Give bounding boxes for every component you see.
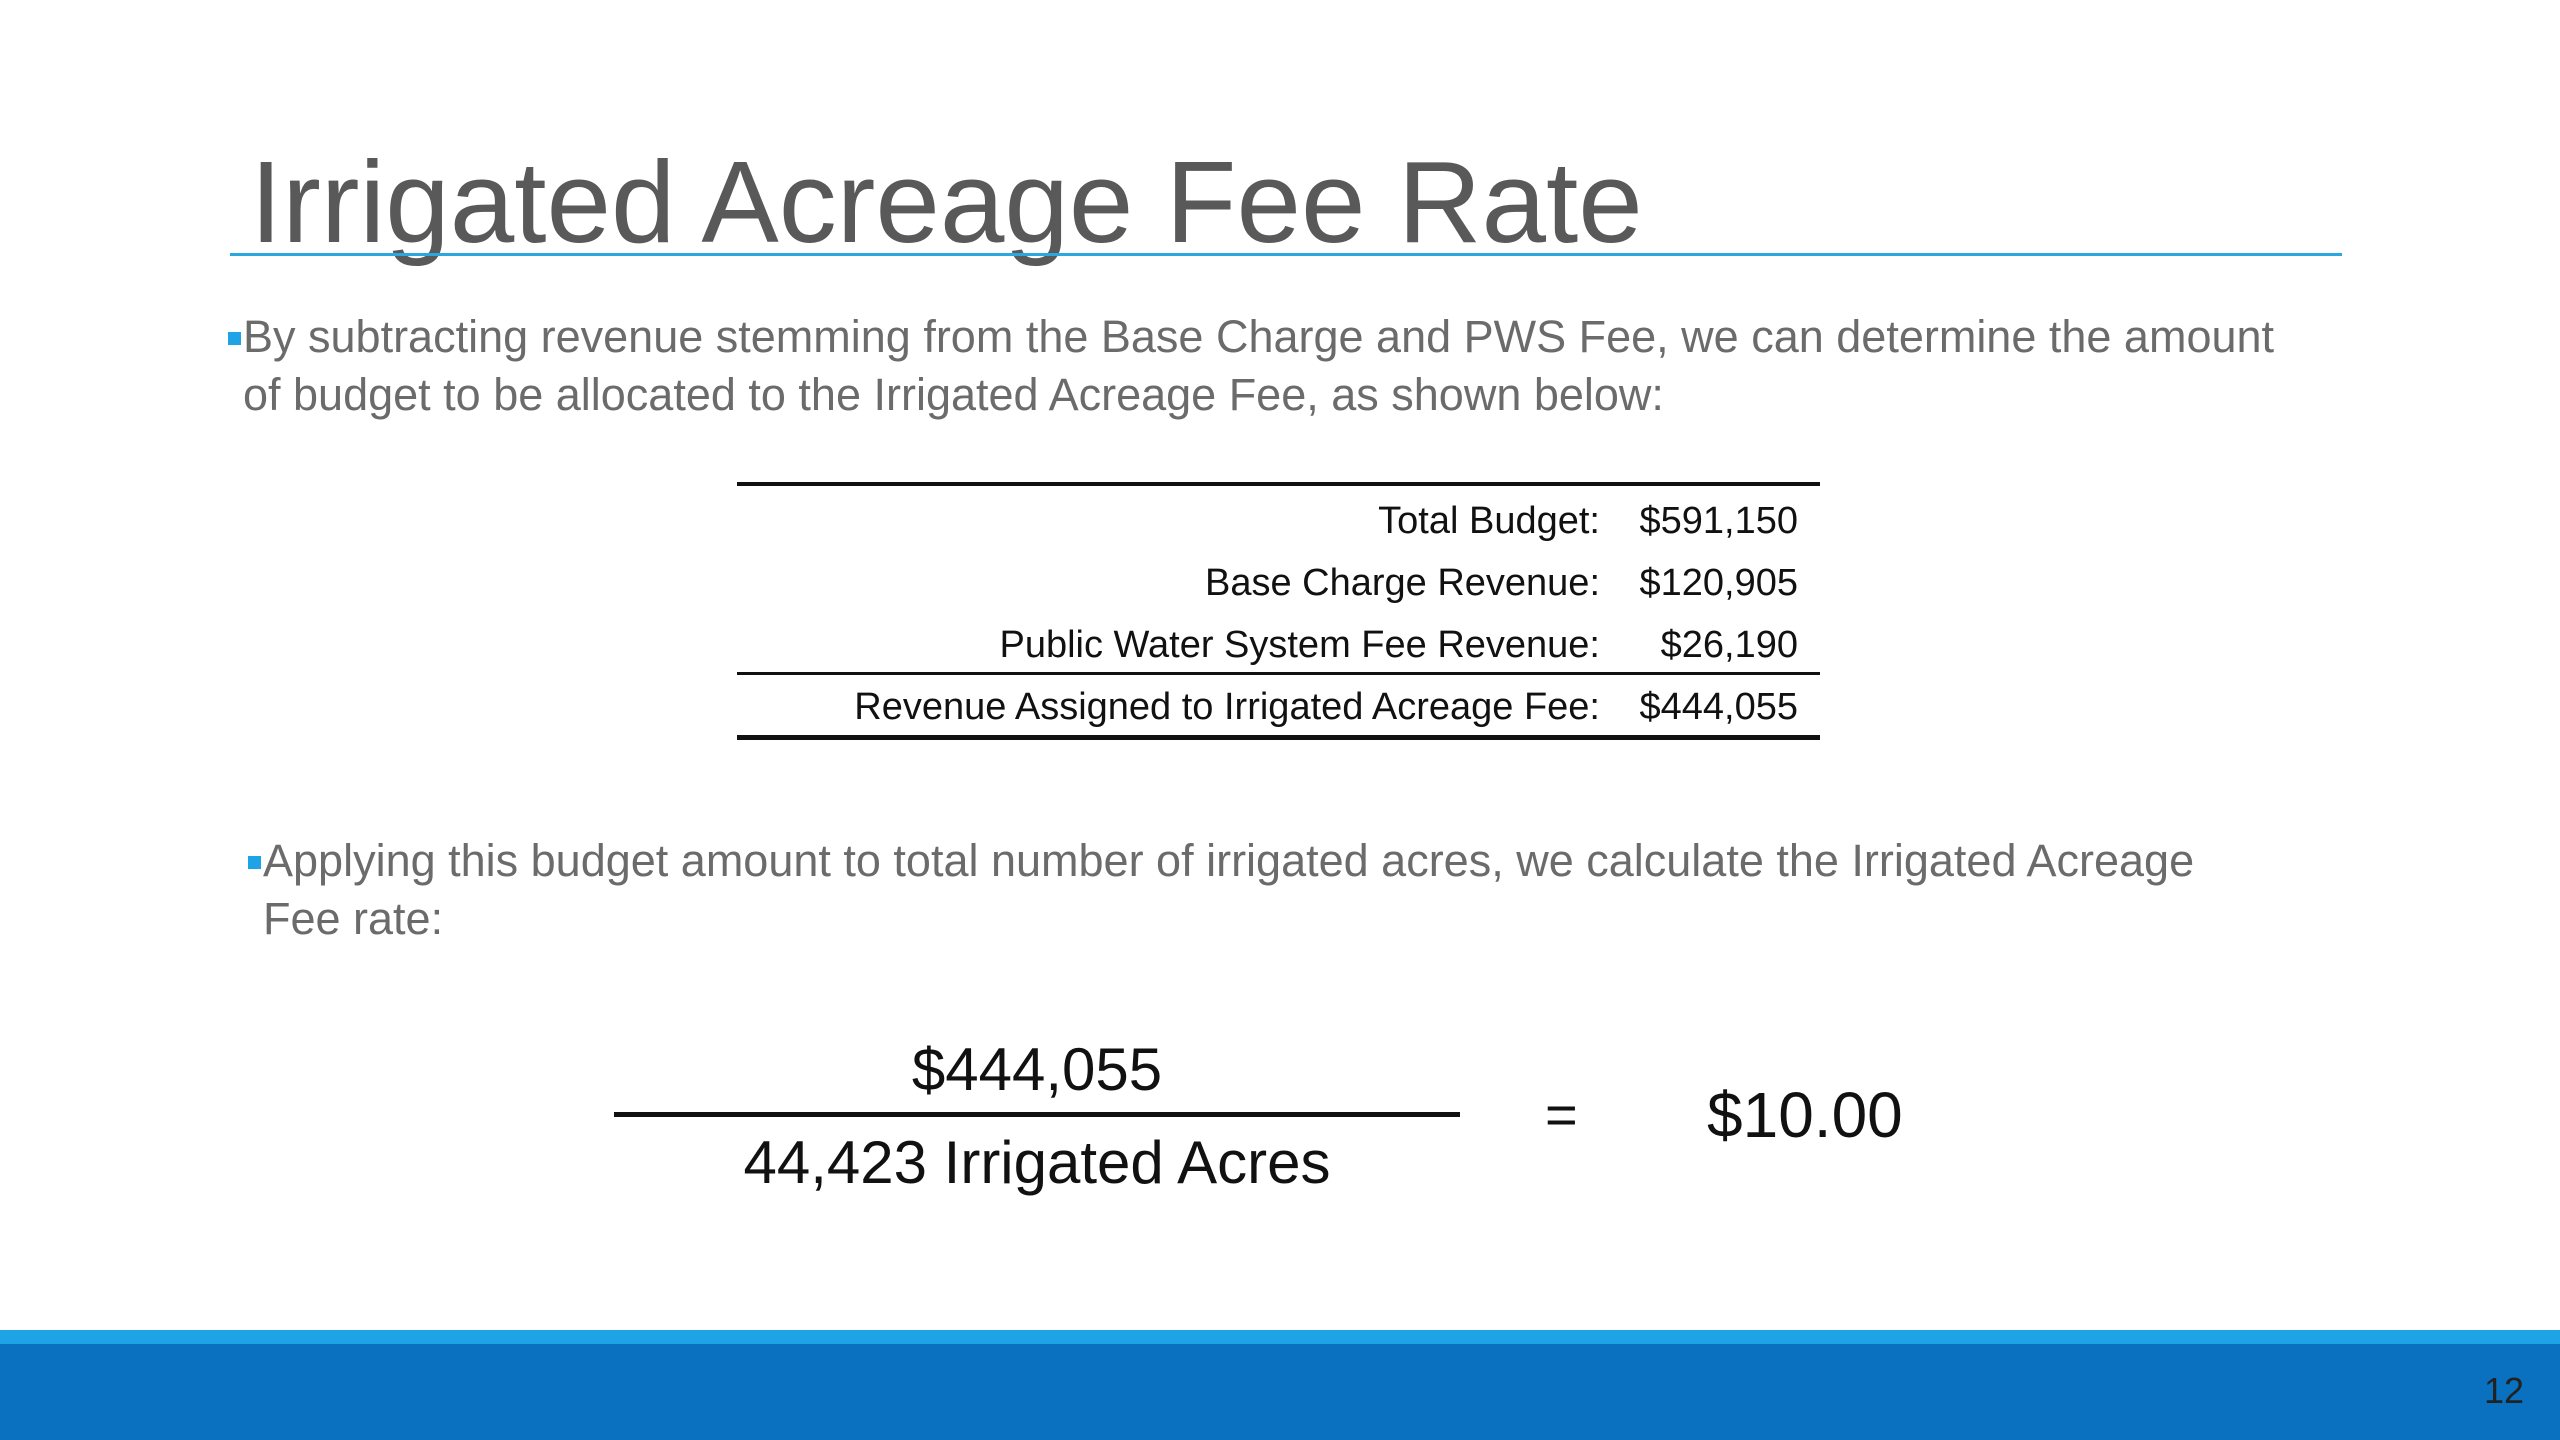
- row-value: $591,150: [1639, 500, 1799, 542]
- title-underline: [230, 253, 2342, 256]
- bullet-point-2: Applying this budget amount to total num…: [248, 832, 2283, 948]
- bullet-square-icon: [248, 856, 261, 869]
- bullet-square-icon: [228, 332, 241, 345]
- footer-accent-band: [0, 1330, 2560, 1344]
- row-label: Revenue Assigned to Irrigated Acreage Fe…: [854, 686, 1600, 728]
- table-row: Public Water System Fee Revenue: $26,190: [737, 614, 1820, 676]
- rate-fraction: $444,055 44,423 Irrigated Acres: [614, 1030, 1460, 1210]
- table-bottom-rule: [737, 735, 1820, 740]
- table-row: Base Charge Revenue: $120,905: [737, 552, 1820, 614]
- row-label: Base Charge Revenue:: [1204, 562, 1600, 604]
- bullet-point-1: By subtracting revenue stemming from the…: [228, 308, 2303, 424]
- table-row-total: Revenue Assigned to Irrigated Acreage Fe…: [737, 676, 1820, 738]
- bullet-text-2: Applying this budget amount to total num…: [263, 835, 2195, 944]
- fraction-bar: [614, 1112, 1460, 1117]
- table-top-rule: [737, 482, 1820, 486]
- bullet-text-1: By subtracting revenue stemming from the…: [243, 311, 2275, 420]
- slide-title: Irrigated Acreage Fee Rate: [250, 137, 1643, 267]
- row-value: $26,190: [1660, 624, 1798, 666]
- equals-sign: =: [1545, 1083, 1578, 1146]
- fraction-numerator: $444,055: [911, 1036, 1163, 1103]
- row-value: $120,905: [1639, 562, 1799, 604]
- rate-result: $10.00: [1707, 1079, 1903, 1151]
- footer-band: [0, 1344, 2560, 1440]
- page-number: 12: [2483, 1370, 2524, 1411]
- table-subtotal-rule: [737, 672, 1820, 675]
- row-label: Public Water System Fee Revenue:: [999, 624, 1600, 666]
- table-row: Total Budget: $591,150: [737, 490, 1820, 552]
- row-value: $444,055: [1639, 686, 1799, 728]
- row-label: Total Budget:: [1378, 500, 1600, 542]
- fraction-denominator: 44,423 Irrigated Acres: [743, 1129, 1331, 1196]
